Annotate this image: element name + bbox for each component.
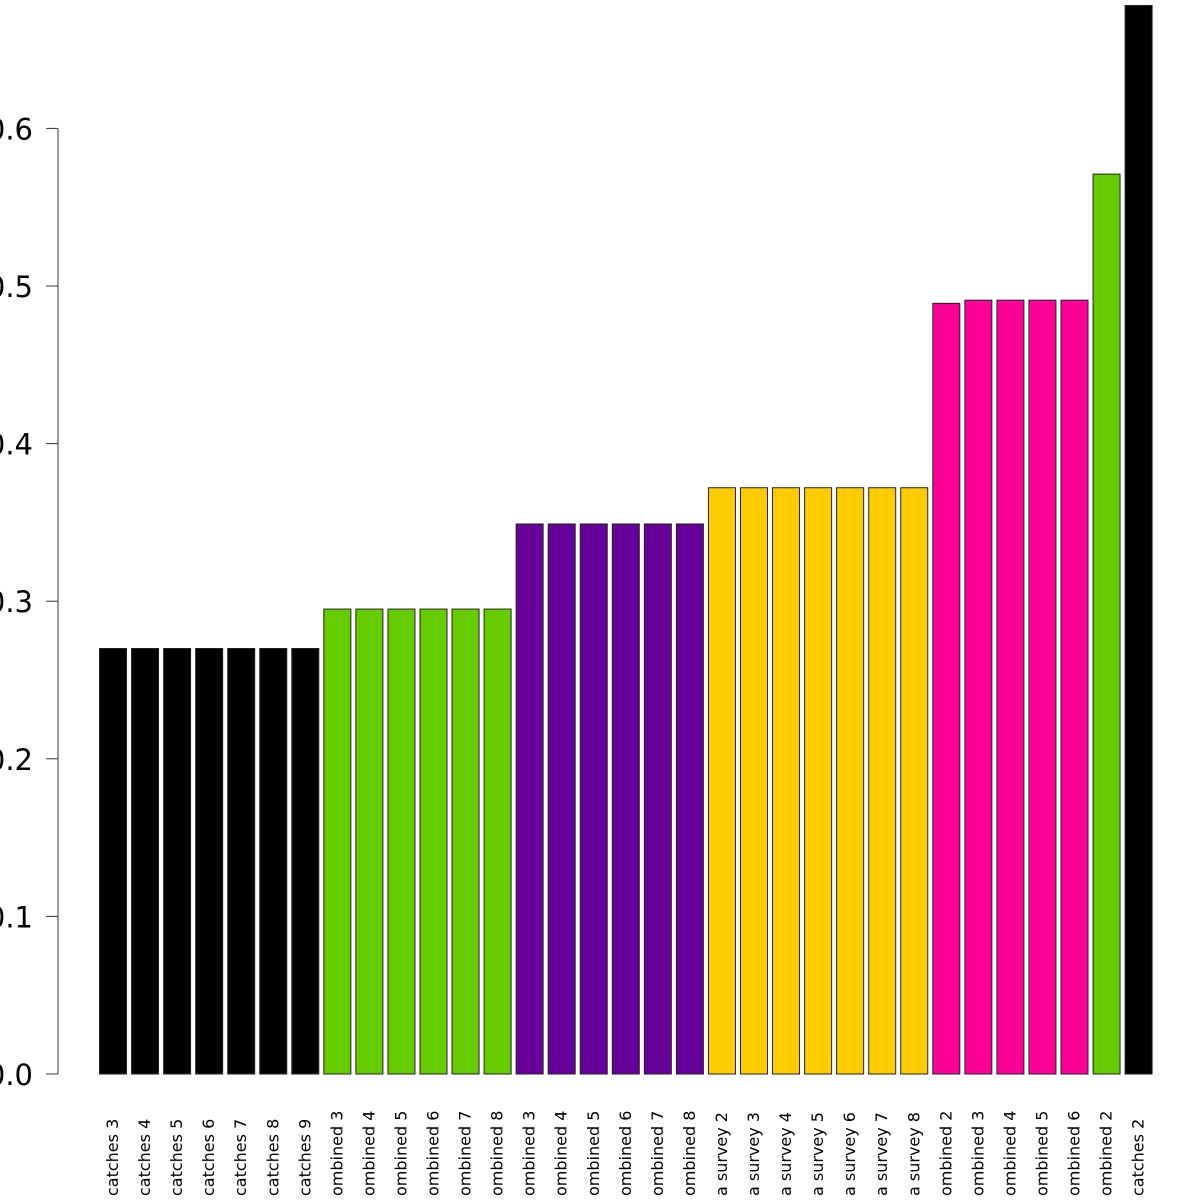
x-category-label: catches 4 [135, 1119, 154, 1196]
bar [740, 487, 768, 1075]
bar [131, 647, 160, 1075]
x-category-label: ombined 6 [616, 1111, 635, 1196]
bar [868, 487, 897, 1075]
bar [451, 608, 480, 1075]
y-tick-label: 0.0 [0, 1058, 33, 1092]
y-tick-label: 0.4 [0, 428, 33, 462]
bar [579, 523, 608, 1075]
bar [996, 299, 1025, 1075]
x-category-label: ombined 5 [391, 1111, 410, 1196]
x-category-label: catches 5 [167, 1119, 186, 1196]
bar [836, 487, 865, 1075]
y-tick-label: 0.6 [0, 112, 33, 146]
x-axis-labels: catches 3 catches 4 catches 5 catches 6 catc… [103, 1111, 1148, 1196]
y-tick-label: 0.3 [0, 585, 33, 619]
x-category-label: a survey 4 [776, 1112, 795, 1196]
x-category-label: ombined 4 [359, 1111, 378, 1196]
bar [611, 523, 640, 1075]
x-category-label: ombined 7 [456, 1111, 475, 1196]
x-category-label: catches 7 [231, 1119, 250, 1196]
bar [515, 523, 544, 1075]
bar [804, 487, 833, 1075]
bar [900, 487, 929, 1075]
bar [259, 647, 288, 1075]
x-category-label: ombined 8 [680, 1111, 699, 1196]
y-tick-label: 0.5 [0, 270, 33, 304]
x-category-label: ombined 4 [552, 1111, 571, 1196]
x-category-label: a survey 7 [872, 1112, 891, 1196]
x-category-label: ombined 7 [648, 1111, 667, 1196]
bar [1028, 299, 1057, 1075]
x-category-label: ombined 5 [1032, 1111, 1051, 1196]
x-category-label: ombined 2 [936, 1111, 955, 1196]
bars [99, 4, 1153, 1075]
bar [227, 647, 256, 1075]
bar [932, 302, 961, 1075]
bar [483, 608, 512, 1075]
bar [291, 647, 320, 1075]
bar [1092, 173, 1121, 1075]
x-category-label: catches 2 [1129, 1119, 1148, 1196]
bar [355, 608, 384, 1075]
x-category-label: a survey 6 [840, 1112, 859, 1196]
x-category-label: ombined 3 [327, 1111, 346, 1196]
x-category-label: ombined 3 [520, 1111, 539, 1196]
x-category-label: ombined 6 [424, 1111, 443, 1196]
x-category-label: ombined 5 [584, 1111, 603, 1196]
x-category-label: ombined 6 [1065, 1111, 1084, 1196]
x-category-label: ombined 4 [1000, 1111, 1019, 1196]
bar [323, 608, 352, 1075]
x-category-label: catches 3 [103, 1119, 122, 1196]
bar [675, 523, 704, 1075]
bar [419, 608, 448, 1075]
x-category-label: catches 6 [199, 1119, 218, 1196]
bar [1060, 299, 1089, 1075]
x-category-label: a survey 3 [744, 1112, 763, 1196]
bar [964, 299, 993, 1075]
bar [99, 647, 127, 1075]
bar [195, 647, 224, 1075]
bar [707, 487, 736, 1075]
bar [387, 608, 416, 1075]
y-tick-label: 0.2 [0, 743, 33, 777]
bar [772, 487, 801, 1075]
x-category-label: ombined 3 [968, 1111, 987, 1196]
x-category-label: a survey 5 [808, 1112, 827, 1196]
y-tick-label: 0.1 [0, 900, 33, 934]
x-category-label: ombined 8 [488, 1111, 507, 1196]
bar [1124, 4, 1153, 1075]
x-category-label: catches 8 [263, 1119, 282, 1196]
x-category-label: a survey 2 [712, 1112, 731, 1196]
x-category-label: ombined 2 [1097, 1111, 1116, 1196]
x-category-label: catches 9 [295, 1119, 314, 1196]
bar [643, 523, 672, 1075]
x-category-label: a survey 8 [904, 1112, 923, 1196]
bar [163, 647, 192, 1075]
y-axis: 0.0 0.1 0.2 0.3 0.4 0.5 0.6 [0, 112, 59, 1092]
bar [547, 523, 576, 1075]
